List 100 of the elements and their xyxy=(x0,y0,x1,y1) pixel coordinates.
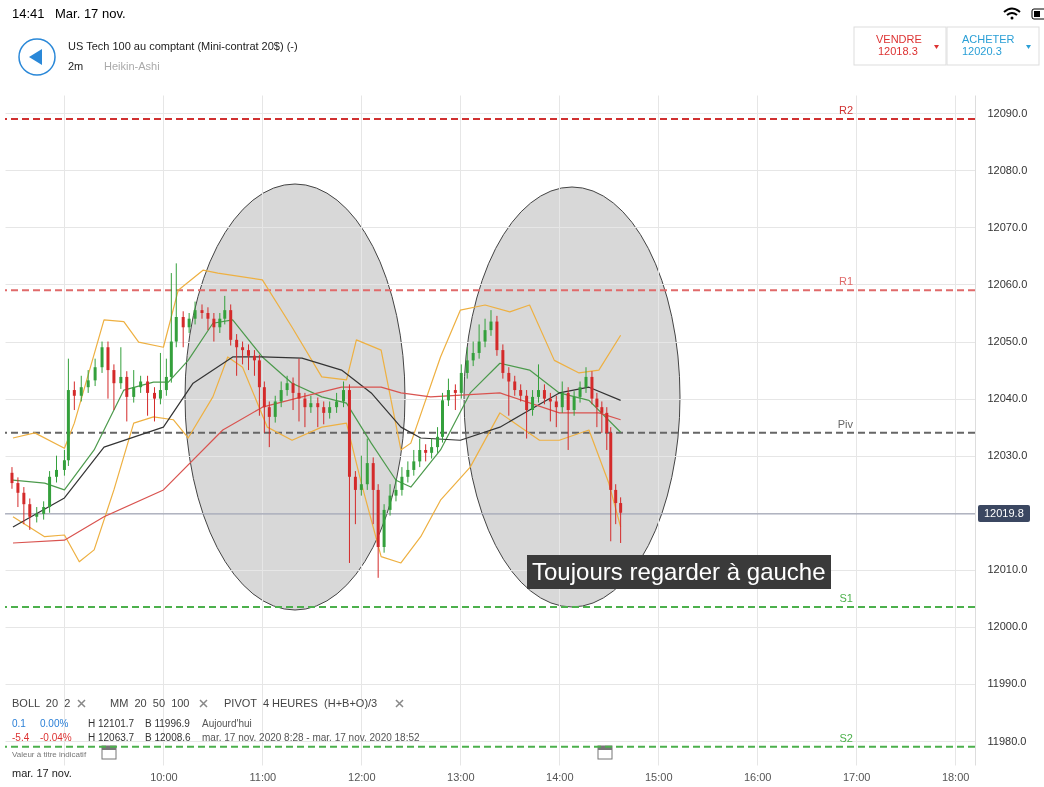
candlestick xyxy=(55,455,59,483)
line-series xyxy=(12,356,622,564)
chart-subtitle: 2m xyxy=(68,60,84,72)
annotation: -0.04% xyxy=(40,732,72,743)
annotation: 0.1 xyxy=(12,718,26,729)
candlestick xyxy=(471,341,475,367)
candlestick xyxy=(483,318,487,348)
candlestick xyxy=(531,389,535,417)
candlestick xyxy=(584,366,588,394)
text: VENDRE xyxy=(876,33,922,45)
candlestick xyxy=(465,346,469,380)
candlestick xyxy=(212,312,216,343)
annotation: B 12008.6 xyxy=(145,732,191,743)
candlestick xyxy=(459,363,463,400)
text: 12020.3 xyxy=(962,45,1002,57)
y-tick-label: 12070.0 xyxy=(987,220,1028,233)
chart-title: US Tech 100 au comptant (Mini-contrat 20$) (-) xyxy=(68,40,298,52)
candlestick xyxy=(572,390,576,417)
candlestick xyxy=(303,392,307,428)
candlestick xyxy=(247,343,251,371)
y-tick-label: 12000.0 xyxy=(987,620,1028,633)
ref-line-label: S2 xyxy=(839,731,853,744)
candlestick xyxy=(164,358,168,397)
x-tick-label: 10:00 xyxy=(150,770,178,783)
y-tick-label: 11990.0 xyxy=(987,677,1027,690)
ref-line-label: 12019.8 xyxy=(978,504,1030,522)
candlestick xyxy=(297,358,301,422)
candlestick xyxy=(241,341,245,365)
candlestick xyxy=(554,395,558,428)
candlestick xyxy=(566,386,570,451)
annotation: MM 20 50 100 xyxy=(110,697,190,709)
text: Mar. 17 nov. xyxy=(55,6,126,21)
annotation: BOLL 20 2 xyxy=(12,697,71,709)
candlestick xyxy=(223,295,227,325)
annotation: H 12063.7 xyxy=(88,732,135,743)
annotation: PIVOT 4 HEURES (H+B+O)/3 xyxy=(224,697,378,709)
candlestick xyxy=(10,466,14,490)
candlestick xyxy=(316,396,320,428)
candlestick xyxy=(181,310,185,348)
candlestick xyxy=(62,449,66,477)
x-tick-label: 17:00 xyxy=(842,770,871,783)
text: 12018.3 xyxy=(878,45,918,57)
candlestick xyxy=(400,466,404,497)
candlestick xyxy=(501,343,505,380)
candlestick xyxy=(285,375,289,397)
candlestick xyxy=(590,370,594,405)
candlestick xyxy=(600,400,604,434)
candlestick xyxy=(206,306,210,331)
candlestick xyxy=(200,303,204,320)
x-tick-label: 18:00 xyxy=(941,770,970,783)
candlestick xyxy=(406,460,410,483)
x-tick-label: 13:00 xyxy=(447,770,475,783)
candlestick xyxy=(525,389,529,440)
annotation: B 11996.9 xyxy=(145,718,190,729)
candlestick xyxy=(291,377,295,411)
candlestick xyxy=(335,392,339,414)
candlestick xyxy=(342,380,346,408)
candlestick xyxy=(16,476,20,508)
candlestick xyxy=(388,483,392,517)
candlestick xyxy=(112,363,116,411)
y-tick-label: 12090.0 xyxy=(987,106,1028,119)
candlestick xyxy=(430,438,434,460)
candlestick xyxy=(418,438,422,468)
candlestick xyxy=(453,383,457,411)
x-tick-label: 14:00 xyxy=(546,770,574,783)
candlestick xyxy=(158,352,162,405)
candlestick xyxy=(595,392,599,428)
candlestick xyxy=(394,478,398,502)
candlestick xyxy=(100,341,104,374)
ref-line-label: R2 xyxy=(838,103,853,116)
candlestick xyxy=(152,386,156,422)
candlestick xyxy=(578,380,582,404)
y-tick-label: 12010.0 xyxy=(987,563,1028,576)
candlestick xyxy=(42,500,46,521)
x-tick-label: 11:00 xyxy=(249,770,277,783)
candlestick xyxy=(560,380,564,414)
text: mar. 17 nov. xyxy=(12,767,72,779)
candlestick xyxy=(542,383,546,405)
annotation: mar. 17 nov. 2020 8:28 - mar. 17 nov. 2020 18:52 xyxy=(202,732,420,743)
ref-line-label: R1 xyxy=(838,275,853,288)
candlestick xyxy=(193,301,197,325)
candlestick xyxy=(79,375,83,402)
candlestick xyxy=(22,486,26,525)
candlestick xyxy=(513,375,517,397)
candlestick xyxy=(132,369,136,404)
candlestick xyxy=(536,363,540,404)
ref-line-label: S1 xyxy=(839,591,853,604)
candlestick xyxy=(187,312,191,334)
candlestick xyxy=(125,370,129,422)
candlestick xyxy=(619,496,623,544)
candlestick xyxy=(359,455,363,497)
line-series xyxy=(12,386,622,544)
y-tick-label: 12080.0 xyxy=(987,163,1028,176)
line-series xyxy=(12,269,622,451)
candlestick xyxy=(436,426,440,454)
candlestick xyxy=(477,323,481,360)
annotation: Aujourd'hui xyxy=(202,718,252,729)
candlestick xyxy=(146,375,150,417)
candlestick xyxy=(119,346,123,390)
candlestick xyxy=(412,449,416,477)
